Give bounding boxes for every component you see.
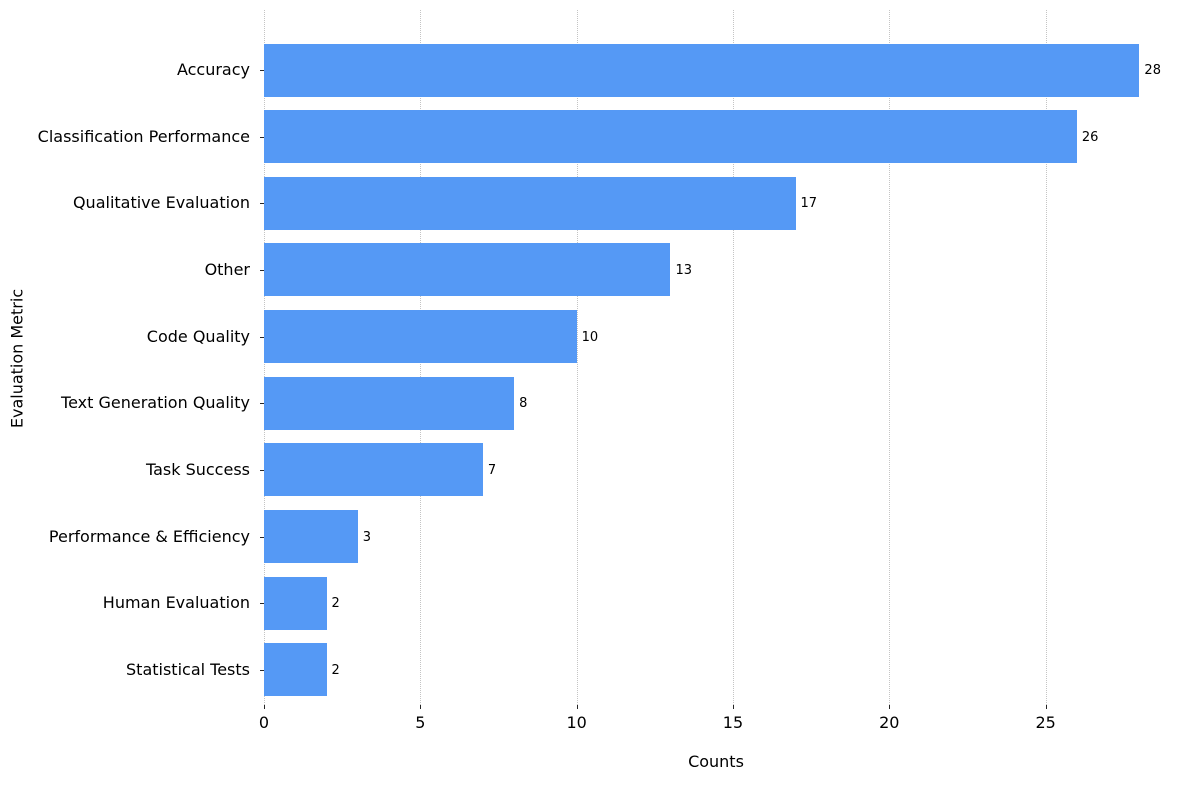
bar-value-label: 13 (675, 262, 692, 278)
x-axis-label: Counts (688, 752, 744, 771)
y-tick-mark (260, 336, 264, 338)
category-label: Code Quality (146, 326, 250, 346)
y-tick-mark (260, 603, 264, 605)
gridline-x-25 (1045, 10, 1047, 705)
category-label: Task Success (145, 459, 250, 479)
x-tick-label: 10 (566, 713, 587, 732)
bar-value-label: 7 (487, 462, 497, 478)
y-tick-mark (260, 469, 264, 471)
y-tick-mark (260, 403, 264, 405)
bar (264, 243, 671, 297)
x-tick-label: 20 (879, 713, 900, 732)
bar-value-label: 28 (1144, 63, 1161, 78)
bar-value-label: 2 (331, 662, 340, 678)
category-label: Classification Performance (37, 126, 250, 146)
x-tick-label: 5 (415, 713, 426, 732)
y-tick-mark (260, 70, 264, 71)
y-tick-mark (260, 669, 264, 671)
x-tick-mark (1045, 705, 1047, 709)
x-tick-mark (264, 705, 265, 709)
x-tick-mark (889, 705, 891, 709)
y-tick-mark (260, 269, 264, 271)
bar (264, 376, 515, 430)
category-label: Human Evaluation (102, 593, 250, 613)
category-label: Performance & Efficiency (48, 526, 250, 546)
plot-area: 28 26 17 13 10 8 7 3 2 2 (264, 10, 1166, 705)
bar-value-label: 10 (581, 329, 599, 345)
bar-value-label: 26 (1081, 129, 1099, 145)
y-tick-mark (260, 136, 264, 138)
category-label: Qualitative Evaluation (72, 193, 250, 213)
x-tick-label: 0 (258, 713, 270, 732)
gridline-x-15 (732, 10, 734, 705)
gridline-x-20 (889, 10, 891, 705)
bar (264, 510, 358, 564)
bar (264, 176, 796, 230)
category-label: Other (204, 259, 250, 279)
x-tick-mark (420, 705, 422, 709)
bar-value-label: 8 (519, 396, 528, 412)
y-tick-mark (260, 203, 264, 205)
x-tick-label: 25 (1035, 713, 1056, 732)
category-label: Accuracy (176, 60, 250, 79)
gridline-x-10 (576, 10, 578, 705)
bar-value-label: 3 (362, 529, 372, 545)
x-tick-label: 15 (722, 713, 744, 732)
category-label: Text Generation Quality (61, 393, 250, 413)
bar (264, 643, 327, 697)
bar (264, 110, 1077, 164)
category-label: Statistical Tests (126, 659, 250, 679)
bar (264, 443, 483, 497)
x-tick-mark (576, 705, 578, 709)
bar-value-label: 2 (331, 596, 340, 612)
bar-value-label: 17 (800, 196, 818, 212)
bar (264, 310, 577, 364)
y-tick-mark (260, 536, 264, 538)
x-tick-mark (732, 705, 734, 709)
bar (264, 576, 327, 630)
bar (264, 43, 1140, 97)
